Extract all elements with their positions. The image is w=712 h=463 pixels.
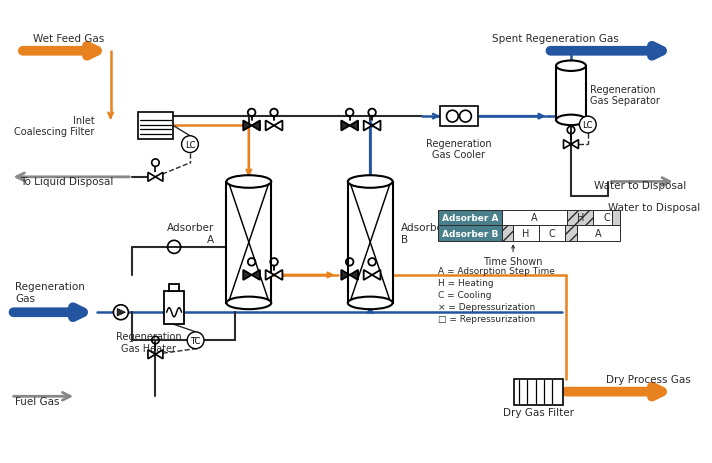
Ellipse shape	[556, 62, 586, 72]
Polygon shape	[350, 121, 358, 131]
Ellipse shape	[226, 297, 271, 309]
Polygon shape	[571, 140, 578, 149]
Text: LC: LC	[582, 121, 593, 130]
Polygon shape	[117, 309, 125, 316]
Ellipse shape	[347, 297, 392, 309]
Text: Inlet
Coalescing Filter: Inlet Coalescing Filter	[14, 115, 95, 137]
Text: Spent Regeneration Gas: Spent Regeneration Gas	[491, 34, 618, 44]
Circle shape	[446, 111, 459, 123]
Text: LC: LC	[184, 140, 195, 150]
Text: H: H	[577, 213, 584, 223]
Text: To Liquid Disposal: To Liquid Disposal	[20, 177, 113, 187]
Polygon shape	[251, 121, 260, 131]
Text: □ = Repressurization: □ = Repressurization	[439, 314, 535, 324]
Polygon shape	[244, 270, 251, 280]
Bar	[440, 106, 478, 127]
Polygon shape	[274, 270, 283, 280]
Bar	[226, 182, 271, 303]
Text: Regeneration
Gas Separator: Regeneration Gas Separator	[590, 85, 659, 106]
Bar	[514, 379, 562, 405]
Text: C: C	[549, 229, 555, 239]
Bar	[577, 226, 619, 242]
Polygon shape	[372, 270, 380, 280]
Polygon shape	[341, 121, 350, 131]
Text: C: C	[603, 213, 610, 223]
Text: Water to Disposal: Water to Disposal	[608, 202, 701, 212]
Text: C = Cooling: C = Cooling	[439, 290, 492, 299]
Ellipse shape	[347, 176, 392, 188]
Text: Water to Disposal: Water to Disposal	[595, 181, 686, 191]
Circle shape	[167, 241, 181, 254]
Circle shape	[459, 111, 471, 123]
Bar	[567, 210, 593, 226]
Bar	[502, 210, 567, 226]
Polygon shape	[244, 121, 251, 131]
Text: A: A	[531, 213, 538, 223]
Text: Adsorber
B: Adsorber B	[401, 223, 449, 244]
Circle shape	[113, 305, 128, 320]
Text: H: H	[523, 229, 530, 239]
Polygon shape	[341, 270, 350, 280]
Bar	[439, 226, 502, 242]
Text: H = Heating: H = Heating	[439, 278, 494, 287]
Text: Regeneration
Gas: Regeneration Gas	[16, 282, 85, 303]
Polygon shape	[155, 173, 163, 182]
Circle shape	[187, 332, 204, 349]
Polygon shape	[266, 270, 274, 280]
Circle shape	[182, 137, 199, 153]
Polygon shape	[266, 121, 274, 131]
Text: A = Adsorption Step Time: A = Adsorption Step Time	[439, 266, 555, 275]
Polygon shape	[563, 140, 571, 149]
Bar	[439, 210, 502, 226]
Polygon shape	[148, 173, 155, 182]
Ellipse shape	[556, 115, 586, 126]
Polygon shape	[364, 270, 372, 280]
Bar	[347, 182, 392, 303]
Bar	[137, 113, 173, 139]
Polygon shape	[364, 121, 372, 131]
Bar	[502, 226, 513, 242]
Polygon shape	[372, 121, 380, 131]
Text: Regeneration
Gas Cooler: Regeneration Gas Cooler	[426, 138, 492, 160]
Text: Time Shown: Time Shown	[483, 257, 543, 267]
Bar	[565, 226, 577, 242]
Text: Adsorber B: Adsorber B	[442, 229, 498, 238]
Ellipse shape	[226, 176, 271, 188]
Polygon shape	[148, 350, 155, 359]
Polygon shape	[274, 121, 283, 131]
Bar	[593, 210, 619, 226]
Bar	[556, 67, 586, 121]
Bar	[513, 226, 539, 242]
Text: Fuel Gas: Fuel Gas	[16, 396, 60, 406]
Text: Dry Gas Filter: Dry Gas Filter	[503, 407, 574, 418]
Text: Adsorber
A: Adsorber A	[167, 223, 214, 244]
Text: Adsorber A: Adsorber A	[442, 213, 498, 223]
Polygon shape	[350, 270, 358, 280]
Text: Dry Process Gas: Dry Process Gas	[607, 375, 691, 384]
Text: Wet Feed Gas: Wet Feed Gas	[33, 34, 104, 44]
Bar	[612, 210, 619, 226]
Polygon shape	[251, 270, 260, 280]
Polygon shape	[155, 350, 163, 359]
Text: ⨯ = Depressurization: ⨯ = Depressurization	[439, 302, 535, 311]
Bar	[169, 284, 179, 292]
Bar	[164, 292, 184, 324]
Bar	[539, 226, 565, 242]
Text: A: A	[595, 229, 602, 239]
Text: Regeneration
Gas Heater: Regeneration Gas Heater	[116, 331, 182, 353]
Circle shape	[580, 117, 596, 134]
Text: TC: TC	[190, 336, 201, 345]
